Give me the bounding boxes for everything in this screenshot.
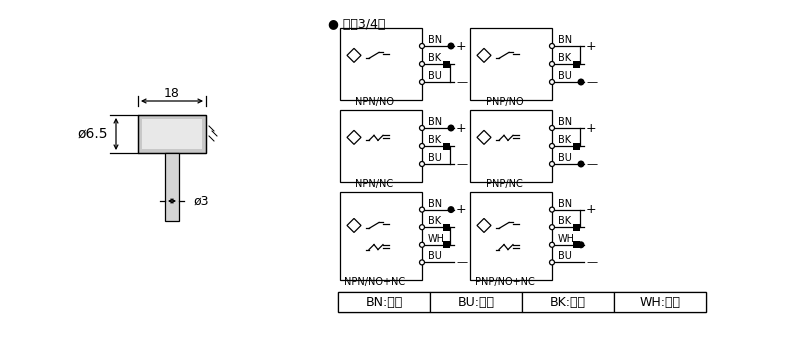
Text: BN: BN xyxy=(558,117,572,127)
Text: BN: BN xyxy=(558,199,572,209)
Text: BK: BK xyxy=(558,216,571,226)
Text: —: — xyxy=(456,159,467,169)
Text: BN: BN xyxy=(428,199,442,209)
Circle shape xyxy=(550,144,554,149)
Text: BK: BK xyxy=(428,216,441,226)
Text: —: — xyxy=(586,159,597,169)
Text: +: + xyxy=(456,203,466,216)
Text: BN: BN xyxy=(558,35,572,45)
Bar xyxy=(470,110,552,182)
Bar xyxy=(340,28,422,100)
Text: 18: 18 xyxy=(164,87,180,100)
Bar xyxy=(614,292,706,312)
Bar xyxy=(573,241,580,248)
Text: ø3: ø3 xyxy=(193,195,209,207)
Bar xyxy=(443,241,450,248)
Text: BK:黑色: BK:黑色 xyxy=(550,295,586,308)
Bar xyxy=(470,192,552,280)
Circle shape xyxy=(550,207,554,212)
Text: WH:白色: WH:白色 xyxy=(639,295,681,308)
Circle shape xyxy=(550,44,554,49)
Text: —: — xyxy=(456,257,467,268)
Bar xyxy=(142,119,202,149)
Text: BU: BU xyxy=(428,153,442,163)
Circle shape xyxy=(550,242,554,247)
Circle shape xyxy=(578,241,585,248)
Text: BN: BN xyxy=(428,35,442,45)
Text: WH: WH xyxy=(558,234,575,244)
Text: ● 直流3/4线: ● 直流3/4线 xyxy=(328,18,386,31)
Circle shape xyxy=(550,62,554,67)
Bar xyxy=(138,115,206,153)
Circle shape xyxy=(550,260,554,265)
Text: +: + xyxy=(586,39,597,52)
Text: PNP/NO: PNP/NO xyxy=(486,97,523,107)
Text: NPN/NO+NC: NPN/NO+NC xyxy=(344,277,405,287)
Text: +: + xyxy=(456,39,466,52)
Circle shape xyxy=(550,162,554,166)
Bar xyxy=(443,61,450,68)
Text: BU: BU xyxy=(558,153,572,163)
Text: BK: BK xyxy=(558,135,571,145)
Circle shape xyxy=(447,206,454,213)
Bar xyxy=(573,143,580,150)
Circle shape xyxy=(419,260,425,265)
Bar xyxy=(338,292,430,312)
Bar xyxy=(138,115,206,153)
Bar xyxy=(443,143,450,150)
Bar xyxy=(338,292,706,312)
Bar xyxy=(522,292,614,312)
Text: BU: BU xyxy=(428,251,442,262)
Bar xyxy=(340,110,422,182)
Circle shape xyxy=(447,125,454,132)
Circle shape xyxy=(419,126,425,131)
Text: WH: WH xyxy=(428,234,445,244)
Text: NPN/NC: NPN/NC xyxy=(355,179,394,189)
Text: BU: BU xyxy=(558,71,572,81)
Bar xyxy=(165,153,179,221)
Circle shape xyxy=(419,80,425,84)
Circle shape xyxy=(419,62,425,67)
Circle shape xyxy=(578,78,585,86)
Text: BK: BK xyxy=(558,53,571,63)
Text: +: + xyxy=(586,121,597,134)
Circle shape xyxy=(419,162,425,166)
Circle shape xyxy=(550,225,554,230)
Text: BK: BK xyxy=(428,135,441,145)
Text: BU: BU xyxy=(428,71,442,81)
Text: BU:兰色: BU:兰色 xyxy=(458,295,494,308)
Circle shape xyxy=(419,144,425,149)
Circle shape xyxy=(550,80,554,84)
Bar xyxy=(573,224,580,231)
Text: BN: BN xyxy=(428,117,442,127)
Bar xyxy=(573,61,580,68)
Text: BU: BU xyxy=(558,251,572,262)
Text: PNP/NO+NC: PNP/NO+NC xyxy=(474,277,534,287)
Text: ø6.5: ø6.5 xyxy=(78,127,108,141)
Text: +: + xyxy=(456,121,466,134)
Bar xyxy=(340,192,422,280)
Bar xyxy=(470,28,552,100)
Circle shape xyxy=(419,207,425,212)
Circle shape xyxy=(419,44,425,49)
Text: BN:棕色: BN:棕色 xyxy=(366,295,402,308)
Text: +: + xyxy=(586,203,597,216)
Circle shape xyxy=(419,242,425,247)
Text: BK: BK xyxy=(428,53,441,63)
Bar xyxy=(443,224,450,231)
Circle shape xyxy=(550,126,554,131)
Circle shape xyxy=(419,225,425,230)
Text: —: — xyxy=(586,257,597,268)
Bar xyxy=(430,292,522,312)
Text: NPN/NO: NPN/NO xyxy=(355,97,394,107)
Text: PNP/NC: PNP/NC xyxy=(486,179,523,189)
Circle shape xyxy=(447,43,454,50)
Text: —: — xyxy=(456,77,467,87)
Text: —: — xyxy=(586,77,597,87)
Circle shape xyxy=(578,161,585,168)
